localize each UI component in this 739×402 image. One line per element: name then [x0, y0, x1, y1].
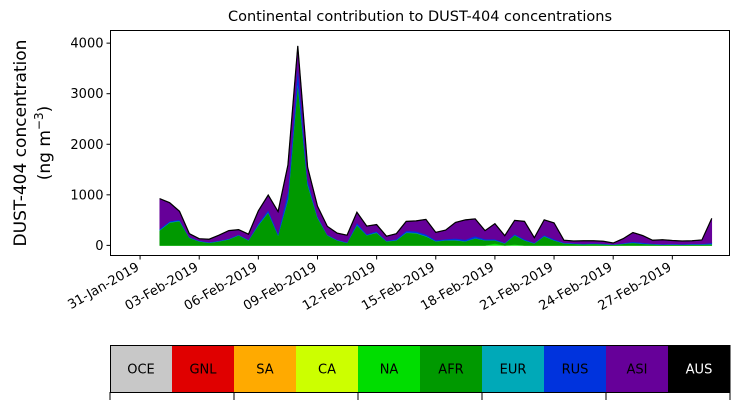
- legend-label-sa: SA: [256, 363, 273, 378]
- y-tick-label: 3000: [70, 87, 103, 102]
- chart-title: Continental contribution to DUST-404 con…: [228, 9, 612, 25]
- area-series-afr: [159, 83, 713, 246]
- legend-swatch-oce: [110, 345, 173, 392]
- total-outline: [159, 45, 713, 244]
- legend-label-aus: AUS: [686, 363, 713, 378]
- area-series-eur: [159, 81, 713, 246]
- legend-label-oce: OCE: [127, 363, 155, 378]
- plot-frame: [110, 30, 730, 256]
- area-series-aus: [159, 45, 713, 244]
- area-series-rus: [159, 66, 713, 245]
- legend-label-asi: ASI: [627, 363, 648, 378]
- legend-swatch-eur: [482, 345, 545, 392]
- legend-swatch-asi: [606, 345, 669, 392]
- legend-swatch-gnl: [172, 345, 235, 392]
- legend-colorbar: OCE GNL SA CA NA AFR EUR RUS ASI AUS: [109, 345, 731, 400]
- y-axis: 0 1000 2000 3000 4000: [70, 37, 111, 254]
- legend-label-eur: EUR: [500, 363, 527, 378]
- y-tick-label: 0: [95, 239, 103, 254]
- area-series-asi: [159, 46, 713, 245]
- legend-swatch-ca: [296, 345, 359, 392]
- legend-label-gnl: GNL: [189, 363, 217, 378]
- legend-swatch-aus: [668, 345, 731, 392]
- legend-label-afr: AFR: [438, 363, 463, 378]
- x-axis: 31-Jan-201903-Feb-201906-Feb-201909-Feb-…: [65, 255, 674, 314]
- legend-frame: [110, 345, 730, 393]
- legend-label-na: NA: [380, 363, 399, 378]
- legend-swatch-rus: [544, 345, 607, 392]
- y-axis-label: DUST-404 concentration (ng m−3): [11, 40, 55, 247]
- y-tick-label: 2000: [70, 138, 103, 153]
- y-axis-label-line2: (ng m−3): [32, 106, 55, 181]
- y-tick-label: 4000: [70, 37, 103, 52]
- y-tick-label: 1000: [70, 188, 103, 203]
- stacked-areas: [159, 45, 713, 246]
- y-axis-label-line1: DUST-404 concentration: [11, 40, 31, 247]
- legend-label-rus: RUS: [562, 363, 589, 378]
- legend-swatch-afr: [420, 345, 483, 392]
- legend-swatch-sa: [234, 345, 297, 392]
- legend-label-ca: CA: [318, 363, 336, 378]
- legend-swatch-na: [358, 345, 421, 392]
